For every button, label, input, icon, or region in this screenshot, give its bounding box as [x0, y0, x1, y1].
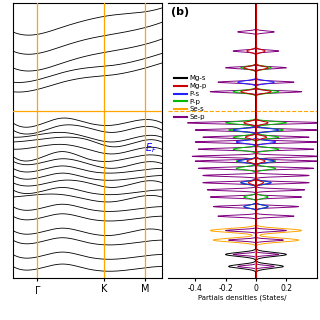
Legend: Mg-s, Mg-p, P-s, P-p, Se-s, Se-p: Mg-s, Mg-p, P-s, P-p, Se-s, Se-p [171, 73, 209, 123]
X-axis label: Partials densities (States/: Partials densities (States/ [198, 294, 286, 301]
Text: (b): (b) [171, 7, 189, 17]
Text: $E_F$: $E_F$ [145, 141, 157, 155]
